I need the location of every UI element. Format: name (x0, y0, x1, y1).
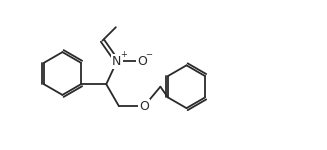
Text: N: N (112, 55, 122, 68)
Text: −: − (145, 50, 152, 59)
Text: +: + (120, 50, 127, 59)
Text: O: O (137, 55, 147, 68)
Text: O: O (139, 100, 149, 113)
